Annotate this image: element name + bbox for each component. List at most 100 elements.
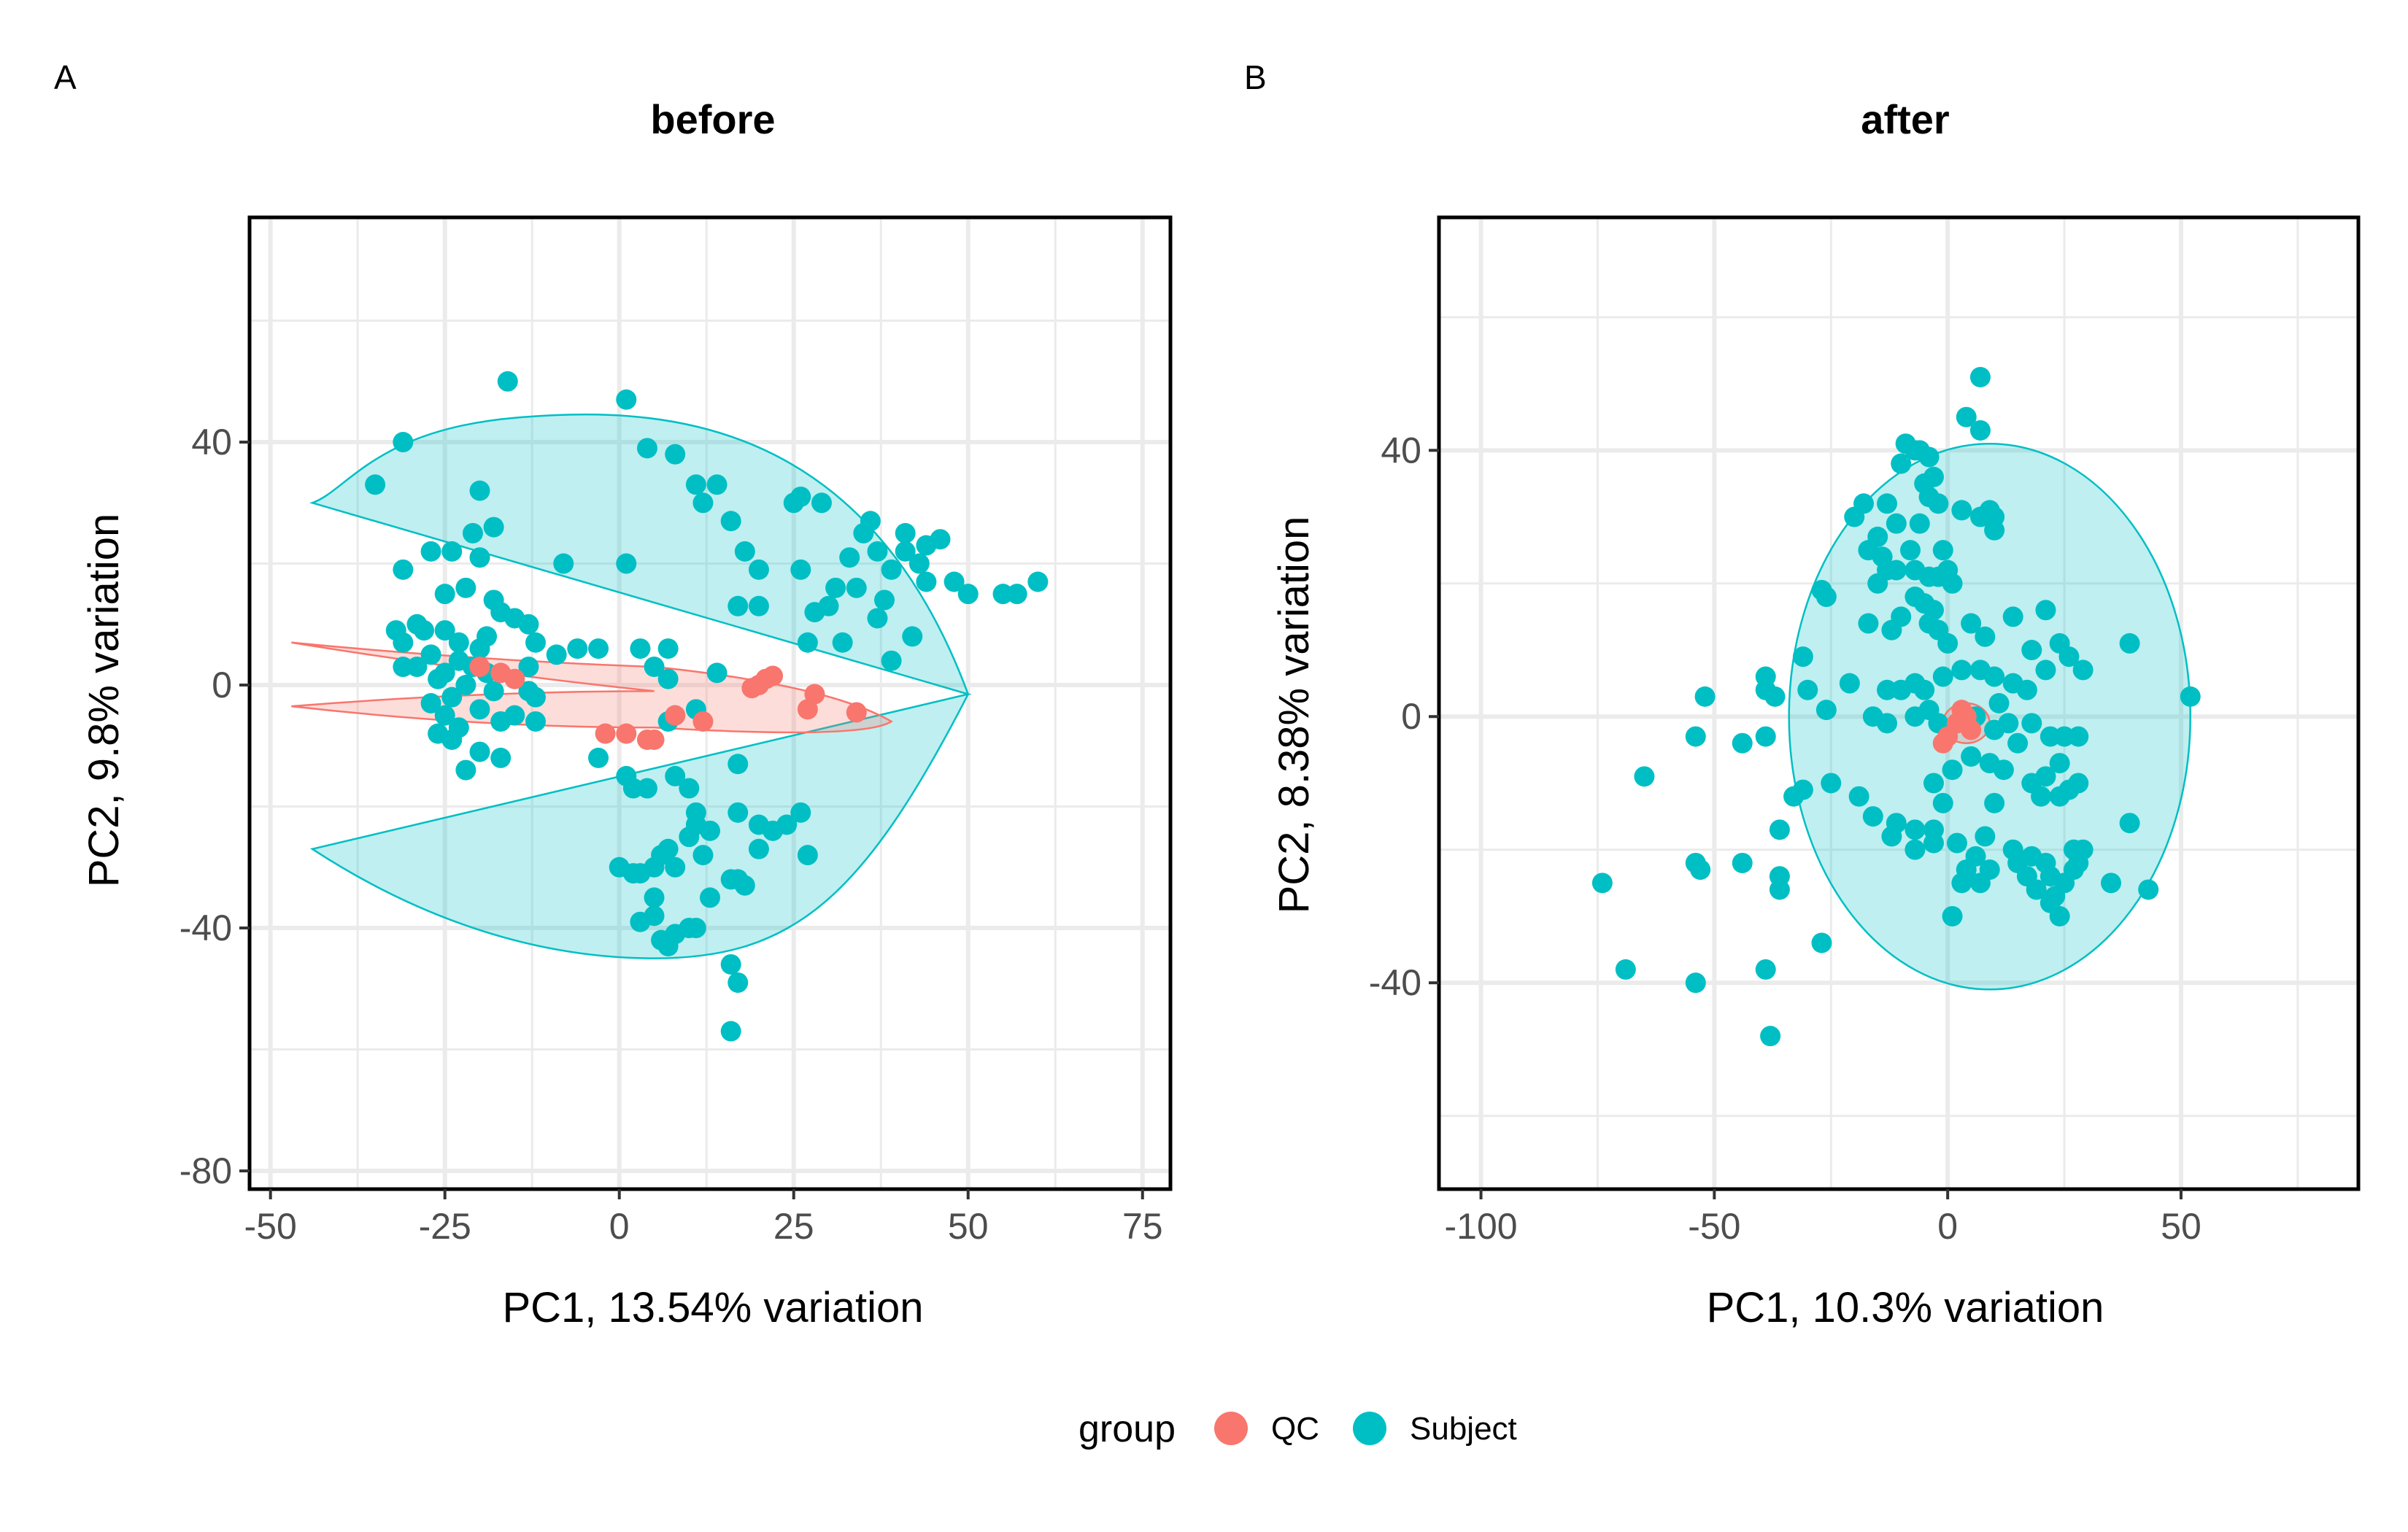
point-subject — [1685, 972, 1706, 994]
y-tick-label: 40 — [191, 422, 232, 463]
point-subject — [504, 705, 525, 726]
point-subject — [1905, 839, 1926, 860]
point-subject — [1685, 726, 1706, 747]
point-subject — [441, 541, 463, 562]
point-subject — [1969, 419, 1991, 441]
panel-title-before: before — [650, 96, 775, 142]
point-subject — [860, 511, 881, 532]
point-subject — [525, 632, 546, 653]
point-subject — [1918, 446, 1940, 468]
point-subject — [734, 541, 755, 562]
y-tick-label: -80 — [180, 1150, 232, 1191]
point-subject — [2054, 873, 2075, 894]
point-subject — [483, 681, 504, 702]
point-subject — [2058, 646, 2080, 668]
point-subject — [462, 522, 483, 543]
point-subject — [728, 595, 749, 616]
point-subject — [567, 638, 588, 659]
point-subject — [546, 644, 567, 665]
y-tick-label: 0 — [212, 665, 232, 705]
x-tick-label: -25 — [419, 1206, 471, 1247]
x-axis-title-before: PC1, 13.54% variation — [502, 1284, 923, 1331]
x-tick-label: 75 — [1122, 1206, 1163, 1247]
point-subject — [1760, 1026, 1781, 1047]
point-subject — [1951, 500, 1972, 521]
point-subject — [728, 754, 749, 775]
plot-area-before: -50 -25 0 25 50 75 -80 -40 0 40 — [180, 215, 1173, 1247]
point-subject — [1811, 579, 1832, 600]
point-subject — [1914, 679, 1935, 700]
point-subject — [1848, 786, 1869, 807]
point-subject — [692, 845, 714, 866]
point-subject — [790, 802, 811, 823]
legend-title: group — [1078, 1408, 1176, 1450]
point-subject — [1797, 679, 1818, 700]
panel-border-before — [247, 215, 1173, 1191]
point-subject — [1862, 806, 1883, 827]
point-subject — [1932, 540, 1953, 561]
point-qc — [665, 705, 686, 726]
x-tick-label: 50 — [2161, 1206, 2201, 1247]
point-subject — [1006, 584, 1027, 605]
point-subject — [720, 953, 741, 975]
point-subject — [434, 584, 455, 605]
point-subject — [1969, 506, 1991, 527]
point-subject — [1881, 826, 1902, 847]
panel-border-after — [1437, 215, 2361, 1191]
point-subject — [2068, 726, 2089, 747]
point-subject — [636, 438, 657, 459]
point-subject — [728, 802, 749, 823]
point-subject — [783, 492, 804, 514]
point-subject — [1811, 932, 1832, 953]
point-subject — [2101, 873, 2122, 894]
point-subject — [428, 668, 449, 689]
point-subject — [497, 371, 518, 392]
point-subject — [434, 620, 455, 641]
point-subject — [881, 650, 902, 671]
y-axis-title-after: PC2, 8.38% variation — [1270, 517, 1318, 914]
x-tick-label: 0 — [609, 1206, 630, 1247]
point-subject — [448, 632, 469, 653]
point-subject — [832, 632, 853, 653]
point-subject — [720, 1021, 741, 1042]
point-subject — [1839, 673, 1860, 694]
point-subject — [2119, 813, 2140, 834]
point-subject — [469, 638, 490, 659]
y-axis-title-before: PC2, 9.8% variation — [80, 514, 128, 888]
point-subject — [1932, 666, 1953, 687]
panel-before: A before -50 -25 0 25 50 75 -80 -40 0 40 PC1, 13.… — [54, 58, 1173, 1331]
point-subject — [2021, 640, 2042, 661]
point-subject — [490, 747, 512, 768]
point-subject — [720, 511, 741, 532]
point-subject — [1984, 719, 2005, 740]
point-subject — [2119, 632, 2140, 654]
point-subject — [2054, 726, 2075, 747]
point-subject — [455, 759, 476, 781]
point-subject — [365, 474, 386, 495]
point-subject — [1942, 759, 1963, 781]
point-subject — [455, 577, 476, 598]
point-subject — [1732, 852, 1753, 873]
point-subject — [1905, 819, 1926, 840]
point-subject — [441, 686, 463, 708]
x-axis-title-after: PC1, 10.3% variation — [1707, 1284, 2104, 1331]
point-subject — [1984, 792, 2005, 813]
point-qc — [797, 699, 818, 720]
legend: group QC Subject — [1078, 1408, 1517, 1450]
point-subject — [644, 887, 665, 908]
point-subject — [825, 577, 846, 598]
point-subject — [2002, 606, 2023, 627]
point-subject — [2016, 679, 2037, 700]
point-qc — [616, 723, 637, 744]
point-subject — [406, 614, 428, 635]
point-subject — [588, 747, 609, 768]
point-subject — [393, 632, 414, 653]
point-subject — [1858, 613, 1879, 634]
x-tick-label: 50 — [948, 1206, 989, 1247]
point-subject — [930, 529, 951, 550]
panel-letter-b: B — [1244, 58, 1267, 96]
point-subject — [867, 608, 888, 629]
point-subject — [1923, 832, 1944, 854]
point-subject — [469, 547, 490, 568]
